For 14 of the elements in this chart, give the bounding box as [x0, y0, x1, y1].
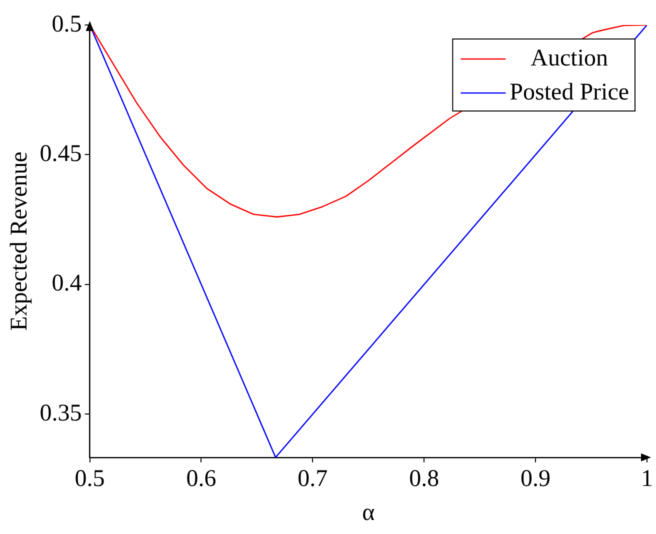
legend-label: Posted Price: [510, 79, 630, 106]
y-tick-label: 0.45: [40, 140, 82, 167]
y-tick-label: 0.5: [52, 11, 82, 38]
legend-label: Auction: [530, 45, 608, 72]
x-axis-title: α: [362, 500, 376, 526]
x-tick-label: 0.7: [298, 466, 328, 492]
x-tick-label: 0.5: [74, 466, 105, 492]
x-tick-label: 0.9: [520, 466, 551, 492]
y-tick-label: 0.35: [40, 400, 82, 426]
x-tick-label: 0.8: [409, 466, 440, 492]
y-axis-title: Expected Revenue: [6, 152, 33, 331]
y-tick-label: 0.4: [52, 270, 82, 297]
x-tick-label: 1: [641, 466, 653, 492]
x-tick-label: 0.6: [186, 466, 216, 492]
